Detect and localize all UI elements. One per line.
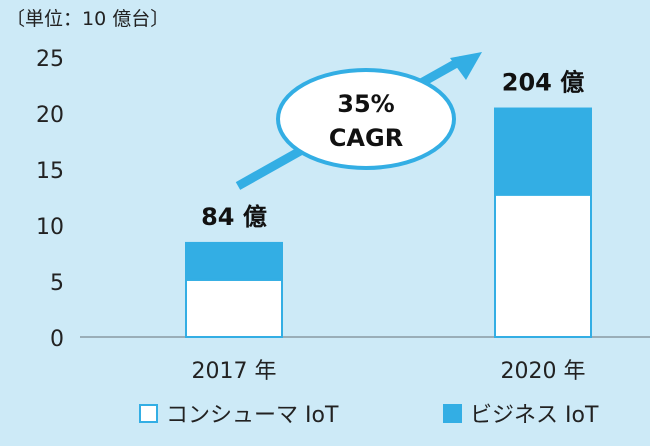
y-tick-label: 25 <box>36 47 64 72</box>
y-tick-label: 10 <box>36 215 64 240</box>
y-tick-label: 0 <box>50 327 64 352</box>
legend-label: コンシューマ IoT <box>166 403 339 428</box>
x-tick-label: 2020 年 <box>501 359 586 384</box>
cagr-bubble <box>276 68 456 170</box>
x-tick-label: 2017 年 <box>192 359 277 384</box>
cagr-label: CAGR <box>329 124 403 152</box>
legend-swatch <box>139 404 158 423</box>
unit-label: 〔単位：10 億台〕 <box>6 8 169 30</box>
legend-label: ビジネス IoT <box>470 403 599 428</box>
arrow-head-icon <box>450 52 482 80</box>
cagr-value: 35% <box>337 90 394 118</box>
total-label: 204 億 <box>502 69 584 97</box>
bar-business <box>494 107 592 196</box>
y-tick-label: 20 <box>36 103 64 128</box>
bar-business <box>185 241 283 281</box>
total-label: 84 億 <box>201 203 267 231</box>
bar-consumer <box>494 193 592 338</box>
y-tick-label: 5 <box>50 271 64 296</box>
cagr-annotation: 35% CAGR <box>235 52 482 190</box>
bar-consumer <box>185 278 283 339</box>
legend-swatch <box>443 404 462 423</box>
y-tick-label: 15 <box>36 159 64 184</box>
